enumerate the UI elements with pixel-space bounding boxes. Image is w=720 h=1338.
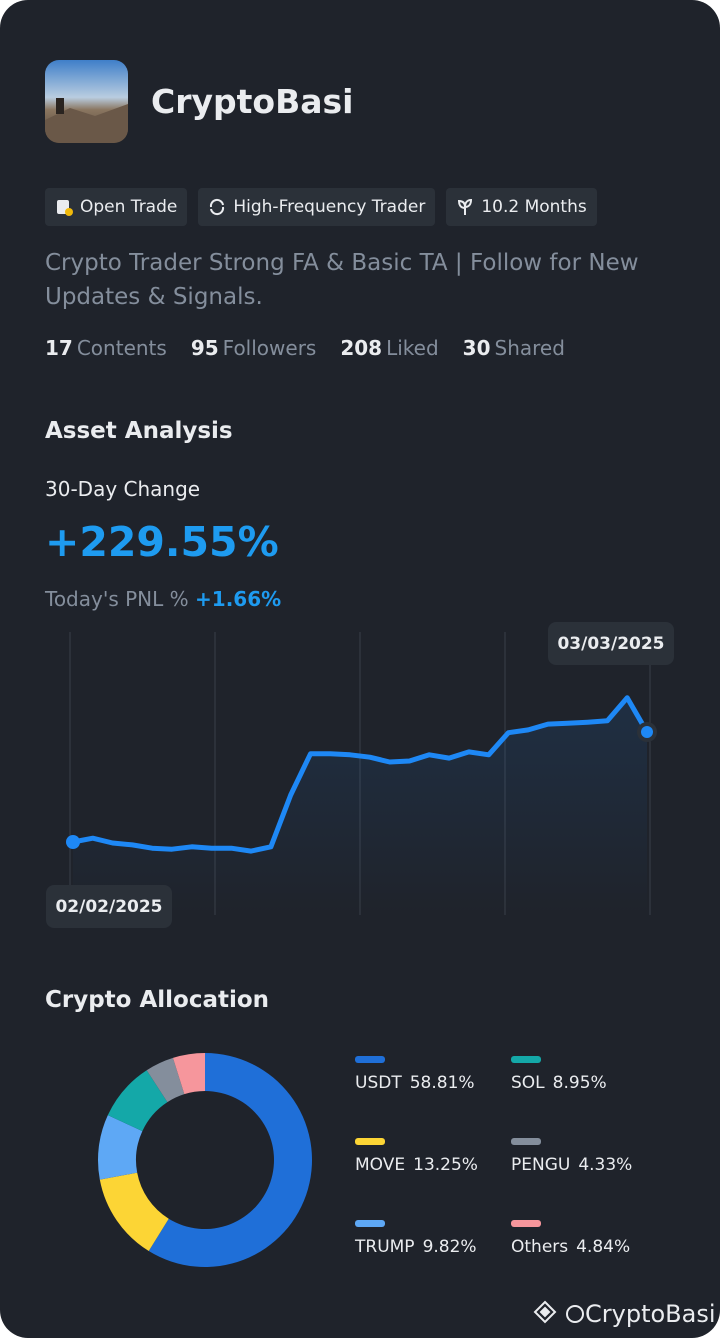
donut-slice bbox=[97, 1115, 143, 1180]
stat-value: 30 bbox=[462, 336, 491, 360]
legend-label: TRUMP bbox=[354, 1237, 415, 1257]
legend-swatch bbox=[511, 1220, 541, 1227]
change-label: 30-Day Change bbox=[45, 477, 201, 501]
tag-text: Open Trade bbox=[80, 197, 178, 217]
pnl-label: Today's PNL % bbox=[45, 587, 189, 611]
bio: Crypto Trader Strong FA & Basic TA | Fol… bbox=[45, 250, 639, 310]
legend-swatch bbox=[355, 1056, 385, 1063]
stat: 208 Liked bbox=[340, 336, 438, 360]
legend-label: SOL bbox=[511, 1073, 545, 1093]
tag: Open Trade bbox=[45, 188, 188, 226]
donut-slice bbox=[172, 1053, 205, 1095]
stat: 95 Followers bbox=[191, 336, 317, 360]
stat-value: 17 bbox=[45, 336, 73, 360]
section-title: Asset Analysis bbox=[45, 418, 233, 444]
donut-slice bbox=[99, 1172, 169, 1252]
tag-text: High-Frequency Trader bbox=[233, 197, 426, 217]
stat-label: Liked bbox=[386, 336, 439, 360]
stat: 17 Contents bbox=[45, 336, 167, 360]
start-date: 02/02/2025 bbox=[55, 897, 162, 917]
end-date: 03/03/2025 bbox=[557, 634, 664, 654]
legend-value: 8.95% bbox=[553, 1073, 607, 1093]
legend-value: 4.84% bbox=[576, 1237, 630, 1257]
legend-swatch bbox=[511, 1056, 541, 1063]
tag-text: 10.2 Months bbox=[481, 197, 587, 217]
section-title: Crypto Allocation bbox=[45, 987, 270, 1013]
tag-list: Open Trade High-Frequency Trader 10.2 Mo… bbox=[45, 188, 597, 226]
pnl: Today's PNL % +1.66% bbox=[45, 587, 281, 611]
icon bbox=[57, 200, 73, 216]
donut-slice bbox=[107, 1070, 168, 1132]
stat-label: Contents bbox=[76, 336, 167, 360]
line bbox=[70, 695, 650, 854]
watermark: CryptoBasi bbox=[585, 1300, 716, 1328]
legend-swatch bbox=[511, 1138, 541, 1145]
change-value: +229.55% bbox=[45, 518, 279, 566]
date-box bbox=[548, 622, 674, 665]
stat: 30 Shared bbox=[463, 336, 565, 360]
legend-label: USDT bbox=[355, 1073, 402, 1093]
stat-value: 208 bbox=[340, 336, 383, 360]
legend-value: 13.25% bbox=[413, 1155, 478, 1175]
legend-label: PENGU bbox=[511, 1155, 570, 1175]
donut-slice bbox=[146, 1057, 185, 1103]
donut-slice bbox=[148, 1053, 313, 1267]
line-chart: 02/02/2025 03/03/2025 bbox=[46, 622, 674, 928]
avatar bbox=[45, 60, 128, 143]
legend-label: MOVE bbox=[355, 1155, 405, 1175]
donut-chart: USDT 58.81% MOVE 13.25% TRUMP 9.82% SOL 8.95% PE… bbox=[97, 1053, 632, 1267]
tag: 10.2 Months bbox=[446, 188, 597, 226]
legend-value: 58.81% bbox=[410, 1073, 475, 1093]
stats: 17 Contents 95 Followers 208 Liked 30 Shared bbox=[45, 336, 565, 360]
start-point bbox=[66, 835, 80, 849]
watermark-logo bbox=[533, 1300, 584, 1324]
profile-name: CryptoBasi bbox=[151, 82, 354, 121]
legend-swatch bbox=[355, 1220, 385, 1227]
tag: High-Frequency Trader bbox=[198, 188, 436, 226]
pnl-value: +1.66% bbox=[195, 587, 282, 611]
legend-swatch bbox=[355, 1138, 385, 1145]
legend-value: 9.82% bbox=[423, 1237, 477, 1257]
date-box bbox=[46, 885, 172, 928]
stat-label: Shared bbox=[494, 336, 565, 360]
stat-value: 95 bbox=[190, 336, 219, 360]
stat-label: Followers bbox=[222, 336, 317, 360]
legend-label: Others bbox=[511, 1237, 568, 1257]
legend-value: 4.33% bbox=[578, 1155, 632, 1175]
end-point bbox=[641, 726, 653, 738]
icon bbox=[458, 198, 473, 215]
line-area bbox=[73, 697, 647, 915]
icon bbox=[210, 198, 225, 216]
